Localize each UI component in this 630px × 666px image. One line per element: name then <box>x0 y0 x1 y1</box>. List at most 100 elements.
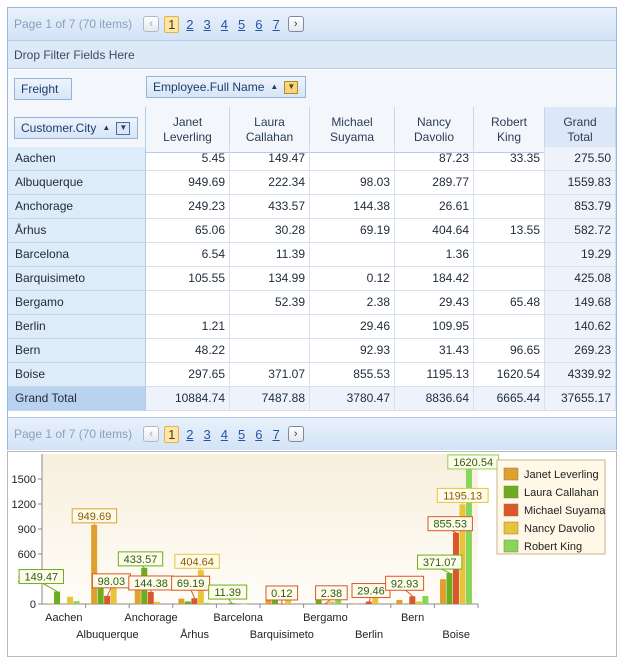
table-row: Albuquerque 949.69 222.34 98.03 289.77 1559.8… <box>8 171 616 195</box>
data-label-box <box>117 551 164 567</box>
page-link[interactable]: 3 <box>203 16 211 32</box>
chevron-left-icon[interactable]: ‹ <box>143 426 160 442</box>
data-label-box <box>417 554 463 570</box>
data-cell: 26.61 <box>395 195 474 219</box>
employee-field-label: Employee.Full Name <box>153 80 265 94</box>
row-header[interactable]: Albuquerque <box>8 171 146 195</box>
bar <box>352 603 359 605</box>
dropdown-arrow-icon[interactable]: ▼ <box>116 121 131 135</box>
grand-total-cell: 1559.83 <box>545 171 616 195</box>
freight-field-button[interactable]: Freight <box>14 78 72 100</box>
row-header[interactable]: Århus <box>8 219 146 243</box>
current-page[interactable]: 1 <box>164 15 180 33</box>
y-tick-label: 0 <box>30 599 36 611</box>
bar <box>315 599 322 604</box>
table-row: Århus 65.06 30.28 69.19 404.64 13.55 582.72 <box>8 219 616 243</box>
pivot-chart: 030060090012001500AachenAlbuquerqueAncho… <box>7 451 617 657</box>
data-cell: 184.42 <box>395 267 474 291</box>
y-tick-label: 900 <box>18 524 36 536</box>
data-cell: 249.23 <box>146 195 230 219</box>
page-link[interactable]: 5 <box>238 426 246 442</box>
chevron-right-icon[interactable]: › <box>287 426 304 442</box>
legend-swatch <box>503 539 519 553</box>
page-link[interactable]: 7 <box>272 426 280 442</box>
data-label-box <box>385 575 425 591</box>
chevron-left-icon[interactable]: ‹ <box>143 16 160 32</box>
data-label-box <box>265 585 299 601</box>
row-header-area: Customer.City ▲ ▼ <box>8 107 146 153</box>
page-link[interactable]: 4 <box>220 16 228 32</box>
bar <box>241 603 248 605</box>
y-tick-label: 600 <box>18 549 36 561</box>
row-header[interactable]: Anchorage <box>8 195 146 219</box>
employee-field-button[interactable]: Employee.Full Name ▲ ▼ <box>146 76 306 98</box>
data-cell <box>310 243 395 267</box>
pivot-grid: Page 1 of 7 (70 items) ‹ 1 2 3 4 5 6 7 › Drop Fil… <box>7 7 617 450</box>
data-cell <box>474 195 545 219</box>
pager-info: Page 1 of 7 (70 items) <box>14 427 133 441</box>
data-cell: 6.54 <box>146 243 230 267</box>
data-cell: 3780.47 <box>310 387 395 411</box>
row-header[interactable]: Boise <box>8 363 146 387</box>
page-link[interactable]: 2 <box>186 426 194 442</box>
grand-total-row: Grand Total 10884.74 7487.88 3780.47 8836.64… <box>8 387 616 411</box>
page-link[interactable]: 2 <box>186 16 194 32</box>
chevron-right-icon[interactable]: › <box>287 16 304 32</box>
sort-ascending-icon: ▲ <box>270 82 279 91</box>
page-link[interactable]: 6 <box>255 16 263 32</box>
bar <box>54 591 61 604</box>
row-header[interactable]: Barcelona <box>8 243 146 267</box>
page-link[interactable]: 6 <box>255 426 263 442</box>
bar <box>335 598 342 604</box>
data-cell: 1195.13 <box>395 363 474 387</box>
row-header[interactable]: Bergamo <box>8 291 146 315</box>
filter-drop-area[interactable]: Drop Filter Fields Here <box>8 41 616 69</box>
data-cell: 1.21 <box>146 315 230 339</box>
current-page[interactable]: 1 <box>164 425 180 443</box>
column-header-label: Grand Total <box>563 115 596 145</box>
column-header: Robert King <box>474 107 545 153</box>
column-header-line: Leverling <box>163 129 212 144</box>
bar <box>191 598 198 604</box>
bar <box>422 595 429 604</box>
column-header-label: Laura Callahan <box>246 115 293 145</box>
data-cell <box>146 291 230 315</box>
table-row: Aachen 5.45 149.47 87.23 33.35 275.50 <box>8 147 616 171</box>
row-header[interactable]: Barquisimeto <box>8 267 146 291</box>
dropdown-arrow-icon[interactable]: ▼ <box>284 80 299 94</box>
row-header[interactable]: Aachen <box>8 147 146 171</box>
pager-top: Page 1 of 7 (70 items) ‹ 1 2 3 4 5 6 7 › <box>8 8 616 41</box>
data-cell: 96.65 <box>474 339 545 363</box>
column-header: Janet Leverling <box>146 107 230 153</box>
data-cell: 69.19 <box>310 219 395 243</box>
bar <box>328 601 335 604</box>
page-link[interactable]: 4 <box>220 426 228 442</box>
data-label-box <box>436 487 489 503</box>
page-link[interactable]: 7 <box>272 16 280 32</box>
data-cell: 0.12 <box>310 267 395 291</box>
bar <box>147 591 154 604</box>
freight-field-label: Freight <box>21 82 59 96</box>
pager-info: Page 1 of 7 (70 items) <box>14 17 133 31</box>
data-label-box <box>427 516 473 532</box>
city-field-button[interactable]: Customer.City ▲ ▼ <box>14 117 138 139</box>
table-row: Boise 297.65 371.07 855.53 1195.13 1620.54 433… <box>8 363 616 387</box>
bar <box>47 603 54 605</box>
data-cell: 29.43 <box>395 291 474 315</box>
grand-total-cell: 853.79 <box>545 195 616 219</box>
bar <box>221 603 228 604</box>
column-header-line: King <box>496 129 522 144</box>
bar <box>446 573 453 604</box>
data-cell: 2.38 <box>310 291 395 315</box>
data-label: 149.47 <box>24 572 58 584</box>
page-link[interactable]: 3 <box>203 426 211 442</box>
page-link[interactable]: 5 <box>238 16 246 32</box>
grand-total-label[interactable]: Grand Total <box>8 387 146 411</box>
x-tick-label: Anchorage <box>124 612 177 624</box>
row-header[interactable]: Bern <box>8 339 146 363</box>
x-tick-label: Bergamo <box>303 612 348 624</box>
grand-total-cell: 269.23 <box>545 339 616 363</box>
row-header[interactable]: Berlin <box>8 315 146 339</box>
data-label: 11.39 <box>214 587 241 599</box>
table-row: Bern 48.22 92.93 31.43 96.65 269.23 <box>8 339 616 363</box>
